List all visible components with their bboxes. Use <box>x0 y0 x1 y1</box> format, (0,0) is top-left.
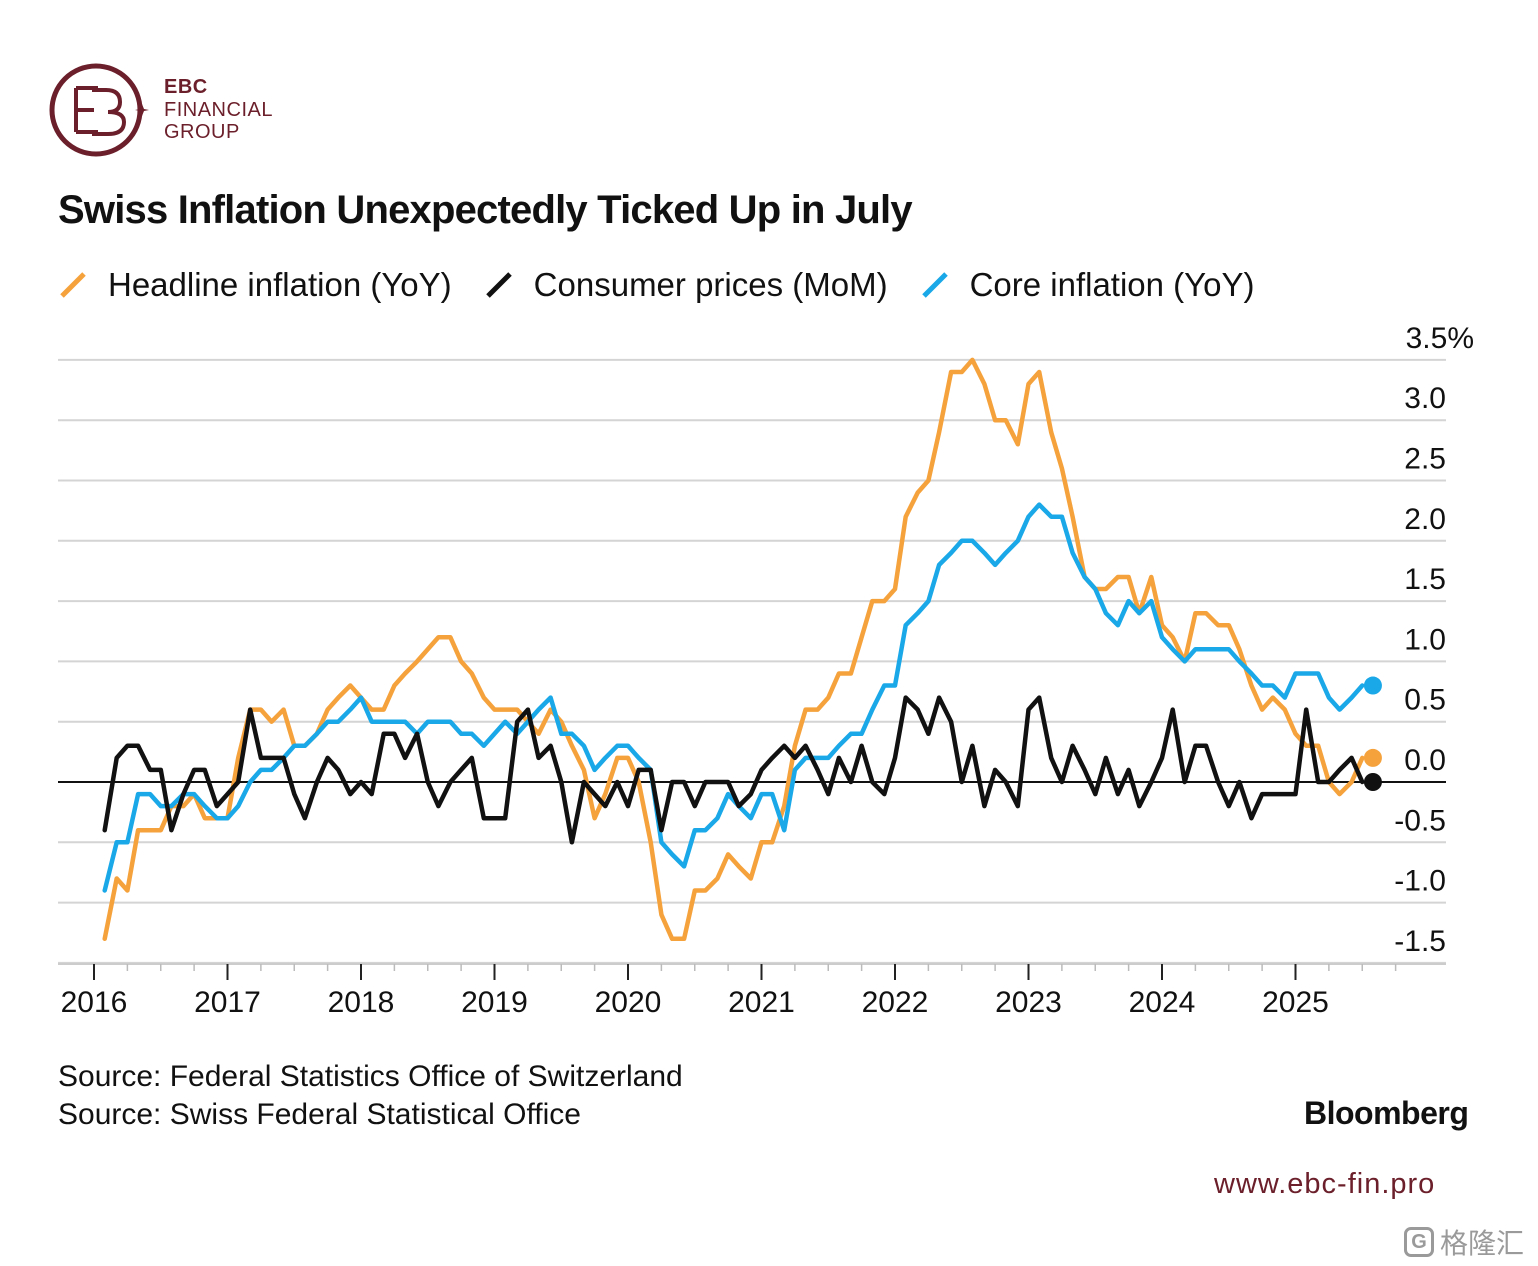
source-line-1: Source: Federal Statistics Office of Swi… <box>58 1060 683 1093</box>
y-tick-label: -1.5 <box>1394 925 1446 958</box>
x-tick-label: 2024 <box>1129 986 1196 1019</box>
end-marker <box>1363 748 1382 767</box>
y-tick-label: 2.0 <box>1404 503 1446 536</box>
y-tick-label: 2.5 <box>1404 443 1446 476</box>
logo-text-ebc: EBC <box>164 76 208 98</box>
legend-swatch-mom <box>485 272 512 298</box>
line-chart: 3.5% 3.0 2.5 2.0 1.5 1.0 0.5 0.0 -0.5 -1.0 -1.5 20… <box>58 322 1474 1019</box>
legend-label-mom: Consumer prices (MoM) <box>533 266 888 303</box>
x-tick-label: 2016 <box>61 986 128 1019</box>
legend-swatch-headline <box>60 272 86 298</box>
y-tick-label: 3.5% <box>1406 322 1474 355</box>
logo-text-financial: FINANCIAL <box>164 99 273 121</box>
y-tick-label: -1.0 <box>1394 865 1446 898</box>
legend-swatch-core <box>921 272 948 298</box>
publisher-label: Bloomberg <box>1304 1095 1469 1131</box>
x-tick-label: 2017 <box>194 986 261 1019</box>
y-tick-label: -0.5 <box>1394 804 1446 837</box>
x-tick-label: 2025 <box>1262 986 1329 1019</box>
watermark-g-icon: G <box>1404 1227 1434 1257</box>
x-tick-label: 2021 <box>728 986 795 1019</box>
chart-title: Swiss Inflation Unexpectedly Ticked Up i… <box>58 188 913 232</box>
x-tick-label: 2023 <box>995 986 1062 1019</box>
chart-legend: Headline inflation (YoY) Consumer prices… <box>58 266 1287 304</box>
mom-consumer-prices-line <box>102 695 1365 845</box>
watermark-text: 格隆汇 <box>1440 1228 1525 1259</box>
y-tick-label: 3.0 <box>1404 382 1446 415</box>
ebc-logo: EBC FINANCIAL GROUP <box>48 60 288 160</box>
end-marker <box>1363 676 1382 695</box>
x-tick-label: 2018 <box>328 986 395 1019</box>
ebc-logo-icon <box>49 63 149 157</box>
watermark: G 格隆汇 <box>1404 1222 1524 1262</box>
legend-label-headline: Headline inflation (YoY) <box>108 266 452 303</box>
x-tick-label: 2020 <box>595 986 662 1019</box>
y-tick-label: 1.0 <box>1404 623 1446 656</box>
core-inflation-line <box>102 502 1365 893</box>
headline-inflation-line <box>102 357 1365 942</box>
x-tick-label: 2022 <box>862 986 929 1019</box>
website-link[interactable]: www.ebc-fin.pro <box>1214 1168 1436 1200</box>
logo-text-group: GROUP <box>164 121 240 143</box>
y-tick-label: 0.0 <box>1404 744 1446 777</box>
legend-item-mom: Consumer prices (MoM) <box>484 266 888 304</box>
y-tick-label: 1.5 <box>1404 563 1446 596</box>
end-marker <box>1363 773 1382 791</box>
x-tick-label: 2019 <box>461 986 528 1019</box>
y-tick-label: 0.5 <box>1404 684 1446 717</box>
legend-label-core: Core inflation (YoY) <box>969 266 1255 303</box>
source-line-2: Source: Swiss Federal Statistical Office <box>58 1098 581 1131</box>
legend-item-core: Core inflation (YoY) <box>920 266 1255 304</box>
legend-item-headline: Headline inflation (YoY) <box>58 266 452 304</box>
